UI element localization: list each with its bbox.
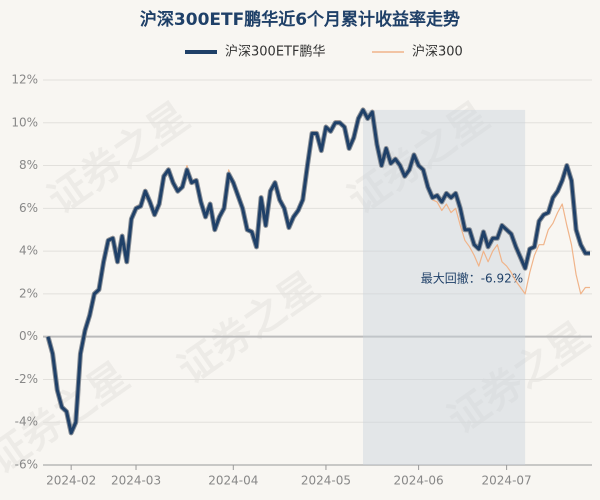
watermark: 证券之星	[40, 94, 197, 223]
x-tick-label: 2024-03	[111, 474, 161, 488]
y-tick-label: 10%	[11, 115, 38, 129]
series-line	[46, 108, 590, 435]
x-tick-label: 2024-07	[482, 474, 532, 488]
x-tick-label: 2024-06	[394, 474, 444, 488]
drawdown-label: 最大回撤：-6.92%	[421, 270, 523, 285]
y-tick-label: 2%	[19, 286, 38, 300]
y-tick-label: 6%	[19, 201, 38, 215]
watermark: 证券之星	[170, 264, 327, 393]
drawdown-area	[363, 109, 526, 465]
x-tick-label: 2024-02	[46, 474, 96, 488]
y-tick-label: -6%	[15, 458, 38, 472]
y-tick-label: 12%	[11, 73, 38, 87]
y-tick-label: 4%	[19, 244, 38, 258]
chart-title: 沪深300ETF鹏华近6个月累计收益率走势	[140, 9, 460, 30]
y-tick-label: 8%	[19, 158, 38, 172]
y-tick-label: -2%	[15, 372, 38, 386]
x-tick-label: 2024-05	[301, 474, 351, 488]
legend-label: 沪深300ETF鹏华	[225, 44, 325, 60]
x-tick-label: 2024-04	[208, 474, 258, 488]
y-tick-label: -4%	[15, 415, 38, 429]
legend-label: 沪深300	[412, 44, 463, 60]
y-tick-label: 0%	[19, 329, 38, 343]
